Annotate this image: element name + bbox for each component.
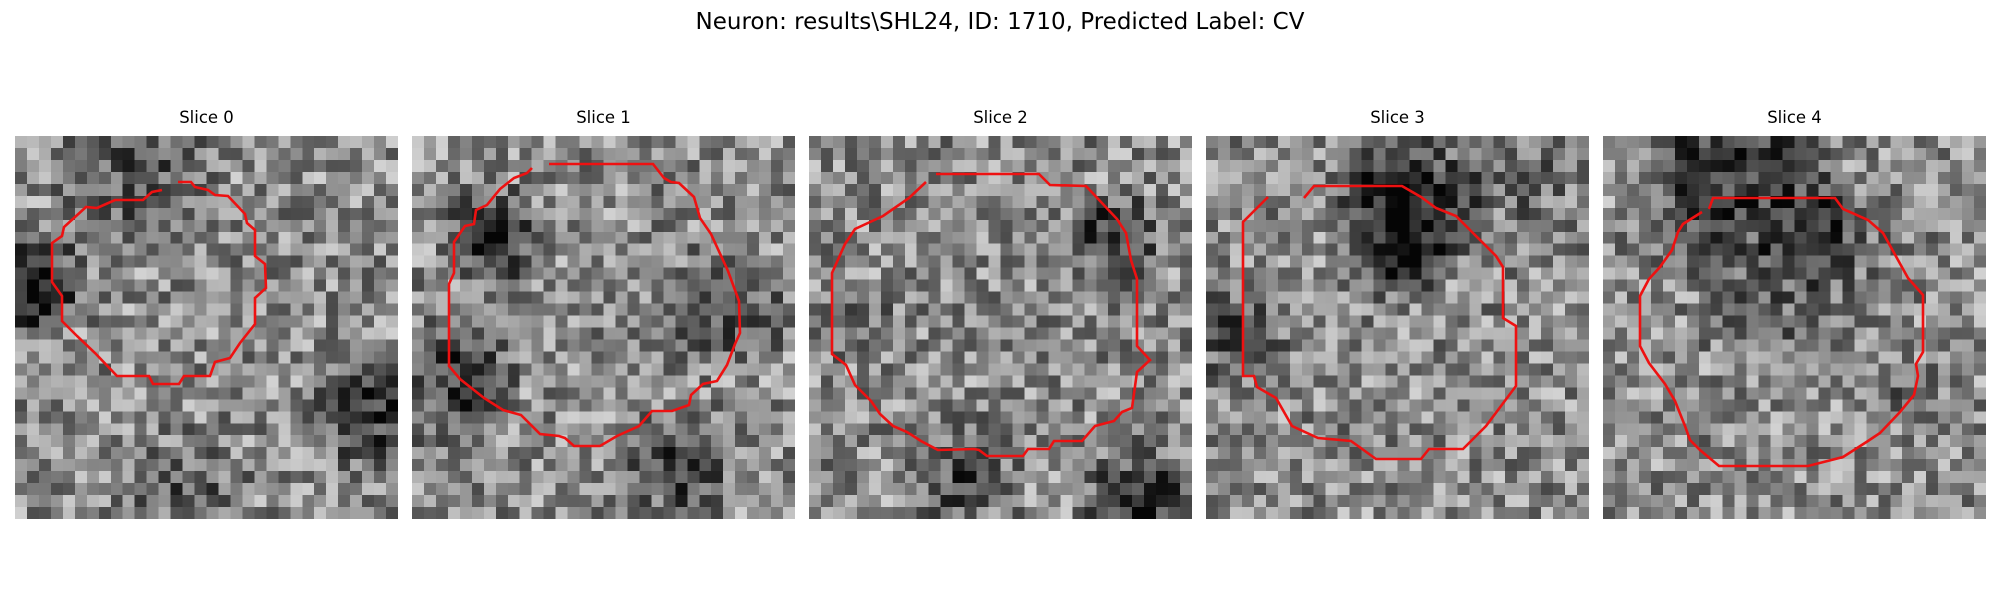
- roi-contour: [1638, 196, 1925, 468]
- roi-outline: [830, 172, 1152, 458]
- roi-outline: [447, 162, 742, 448]
- roi-outline: [1638, 196, 1925, 468]
- slice-panel-2: Slice 2: [809, 108, 1192, 519]
- roi-contour: [50, 180, 268, 386]
- grayscale-pixels: [15, 136, 398, 519]
- slice-panel-4: Slice 4: [1603, 108, 1986, 519]
- roi-contour: [447, 162, 742, 448]
- slice-panel-3: Slice 3: [1206, 108, 1589, 519]
- slice-title: Slice 4: [1767, 108, 1822, 127]
- slice-image: [1603, 136, 1986, 519]
- slice-image: [15, 136, 398, 519]
- slice-title: Slice 1: [576, 108, 631, 127]
- slice-panel-1: Slice 1: [412, 108, 795, 519]
- roi-contour: [830, 172, 1152, 458]
- roi-contour: [1241, 184, 1518, 461]
- roi-outline: [1241, 184, 1518, 461]
- grayscale-pixels: [412, 136, 795, 519]
- slice-title: Slice 0: [179, 108, 234, 127]
- slice-image: [412, 136, 795, 519]
- slice-title: Slice 2: [973, 108, 1028, 127]
- figure-title: Neuron: results\SHL24, ID: 1710, Predict…: [695, 9, 1305, 35]
- grayscale-pixels: [1206, 136, 1589, 519]
- slice-image: [1206, 136, 1589, 519]
- slice-image: [809, 136, 1192, 519]
- slice-panel-0: Slice 0: [15, 108, 398, 519]
- roi-outline: [50, 180, 268, 386]
- slice-title: Slice 3: [1370, 108, 1425, 127]
